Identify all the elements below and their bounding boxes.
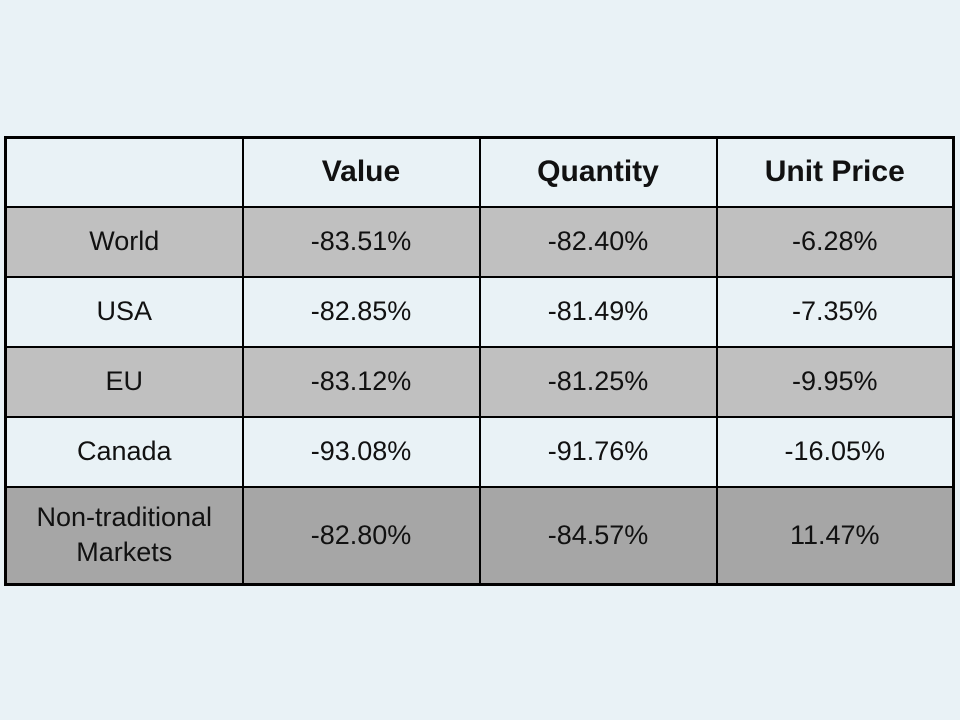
cell-value: -93.08% bbox=[241, 415, 481, 488]
table-header-row: Value Quantity Unit Price bbox=[4, 136, 955, 208]
cell-quantity: -91.76% bbox=[478, 415, 718, 488]
table-row-eu: EU -83.12% -81.25% -9.95% bbox=[4, 345, 955, 418]
cell-quantity: -82.40% bbox=[478, 205, 718, 278]
trade-change-table: Value Quantity Unit Price World -83.51% … bbox=[4, 136, 955, 586]
header-cell-value: Value bbox=[241, 136, 481, 208]
cell-unit-price: -6.28% bbox=[715, 205, 955, 278]
cell-value: -82.80% bbox=[241, 485, 481, 586]
table-row-canada: Canada -93.08% -91.76% -16.05% bbox=[4, 415, 955, 488]
row-label: EU bbox=[4, 345, 244, 418]
cell-quantity: -81.49% bbox=[478, 275, 718, 348]
cell-value: -82.85% bbox=[241, 275, 481, 348]
cell-value: -83.51% bbox=[241, 205, 481, 278]
cell-unit-price: -7.35% bbox=[715, 275, 955, 348]
table-row-non-traditional-markets: Non-traditional Markets -82.80% -84.57% … bbox=[4, 485, 955, 586]
cell-unit-price: -9.95% bbox=[715, 345, 955, 418]
row-label: Canada bbox=[4, 415, 244, 488]
row-label: Non-traditional Markets bbox=[4, 485, 244, 586]
cell-unit-price: 11.47% bbox=[715, 485, 955, 586]
table-row-usa: USA -82.85% -81.49% -7.35% bbox=[4, 275, 955, 348]
header-cell-unit-price: Unit Price bbox=[715, 136, 955, 208]
header-cell-quantity: Quantity bbox=[478, 136, 718, 208]
row-label: USA bbox=[4, 275, 244, 348]
row-label: World bbox=[4, 205, 244, 278]
cell-quantity: -84.57% bbox=[478, 485, 718, 586]
table-row-world: World -83.51% -82.40% -6.28% bbox=[4, 205, 955, 278]
cell-value: -83.12% bbox=[241, 345, 481, 418]
cell-quantity: -81.25% bbox=[478, 345, 718, 418]
header-cell-empty bbox=[4, 136, 244, 208]
cell-unit-price: -16.05% bbox=[715, 415, 955, 488]
